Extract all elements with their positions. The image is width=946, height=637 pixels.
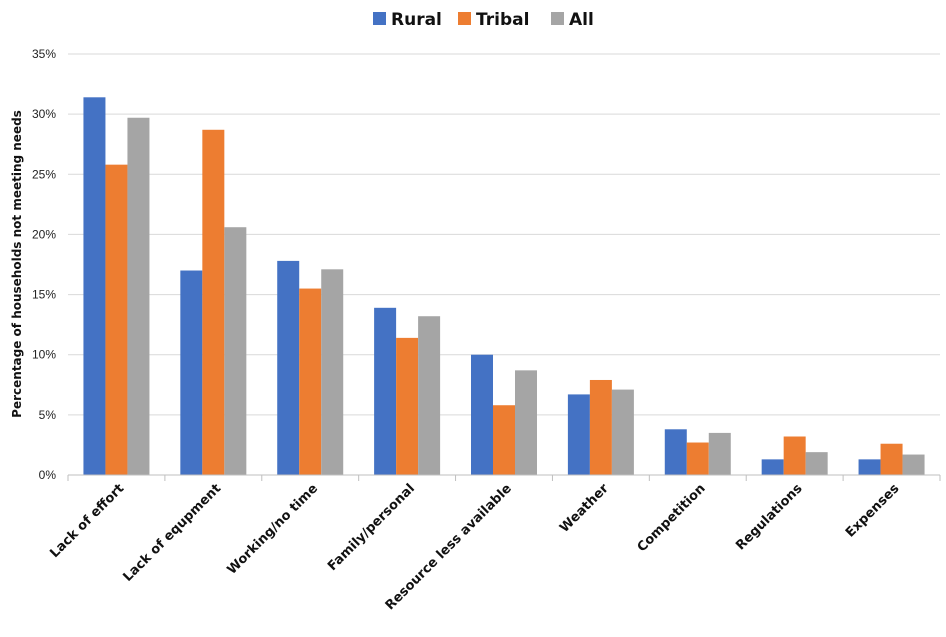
legend-swatch-rural [373,12,386,25]
bar-all-6 [611,389,634,475]
bar-tribal-9 [880,443,903,475]
y-tick-label: 15% [32,288,56,302]
bar-rural-4 [374,307,397,475]
bar-all-9 [902,454,925,475]
bar-rural-8 [761,459,784,475]
bar-tribal-8 [783,436,806,475]
bar-all-7 [708,432,731,475]
y-tick-label: 30% [32,107,56,121]
legend-swatch-all [551,12,564,25]
bar-tribal-4 [396,337,419,475]
bar-rural-1 [83,97,106,475]
x-tick-label: Family/personal [325,481,418,574]
x-tick-label: Lack of effort [47,481,127,561]
x-tick-label: Expenses [843,481,903,541]
x-tick-label: Competition [635,481,709,555]
legend-swatch-tribal [458,12,471,25]
bar-tribal-3 [299,288,322,475]
y-axis-title: Percentage of households not meeting nee… [10,110,24,418]
bar-all-5 [515,370,537,475]
bars [83,97,925,476]
bar-all-3 [321,269,344,475]
bar-tribal-2 [202,129,225,475]
bar-rural-3 [277,260,300,475]
bar-all-8 [805,452,828,475]
bar-all-1 [127,117,150,475]
legend-label-all: All [569,10,594,30]
bar-rural-7 [664,429,687,475]
bar-rural-5 [471,354,493,475]
bar-tribal-1 [105,164,128,476]
legend-label-tribal: Tribal [476,10,529,30]
y-tick-label: 35% [32,47,56,61]
x-tick-label: Regulations [733,481,805,553]
legend: Rural Tribal All [373,10,594,30]
bar-all-4 [418,316,441,475]
bar-tribal-7 [686,442,709,475]
y-tick-label: 25% [32,167,56,181]
bar-rural-9 [858,459,881,475]
y-tick-label: 5% [39,408,57,422]
x-tick-label: Lack of equpment [121,481,225,585]
y-tick-label: 20% [32,227,56,241]
bar-tribal-6 [589,379,612,475]
y-tick-label: 10% [32,348,56,362]
y-tick-label: 0% [39,468,57,482]
y-tick-labels: 0% 5% 10% 15% 20% 25% 30% 35% [32,47,56,482]
x-tick-label: Weather [557,481,612,536]
bar-rural-2 [180,270,203,475]
legend-label-rural: Rural [391,10,442,30]
bar-rural-6 [567,394,590,475]
x-tick-label: Working/no time [225,481,322,578]
bar-all-2 [224,227,247,475]
bar-tribal-5 [493,405,515,475]
